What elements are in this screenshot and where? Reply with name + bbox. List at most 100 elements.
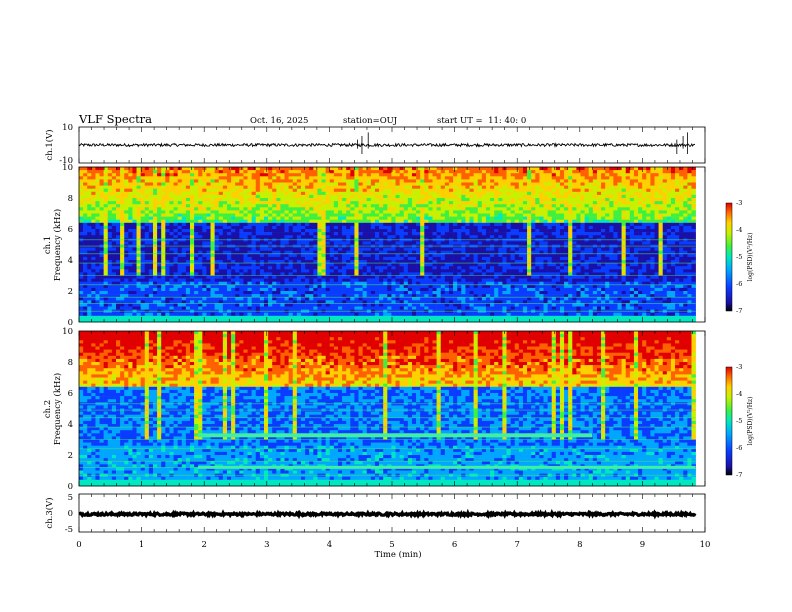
spectrogram-cell <box>231 173 236 177</box>
spectrogram-cell <box>453 300 458 304</box>
spectrogram-cell <box>457 256 462 261</box>
spectrogram-cell <box>218 173 224 177</box>
spectrogram-cell <box>272 232 277 236</box>
spectrogram-cell <box>292 315 298 320</box>
spectrogram-cell <box>116 235 121 239</box>
spectrogram-cell <box>210 250 215 255</box>
spectrogram-cell <box>321 194 326 199</box>
spectrogram-cell <box>432 291 437 295</box>
spectrogram-cell <box>411 207 417 211</box>
spectrogram-cell <box>444 263 450 267</box>
spectrogram-cell <box>218 235 224 239</box>
spectrogram-cell <box>457 235 462 239</box>
spectrogram-cell <box>144 222 150 227</box>
spectrogram-cell <box>428 210 433 214</box>
spectrogram-cell <box>152 170 158 174</box>
spectrogram-cell <box>309 188 314 193</box>
spectrogram-cell <box>247 303 252 307</box>
spectrogram-cell <box>148 291 154 295</box>
spectrogram-cell <box>313 291 318 295</box>
spectrogram-cell <box>272 303 277 307</box>
spectrogram-cell <box>165 312 170 317</box>
spectrogram-cell <box>132 198 137 202</box>
spectrogram-cell <box>407 287 413 292</box>
spectrogram-cell <box>305 167 310 171</box>
spectrogram-cell <box>300 256 306 261</box>
spectrogram-cell <box>485 225 491 230</box>
spectrogram-cell <box>226 294 232 298</box>
spectrogram-cell <box>370 216 376 220</box>
spectrogram-cell <box>362 210 368 214</box>
spectrogram-cell <box>325 315 331 320</box>
spectrogram-cell <box>83 281 88 286</box>
spectrogram-cell <box>428 306 433 310</box>
spectrogram-cell <box>342 201 347 205</box>
spectrogram-cell <box>481 173 487 177</box>
spectrogram-cell <box>202 260 207 264</box>
spectrogram-cell <box>202 297 207 301</box>
spectrogram-cell <box>399 266 405 270</box>
spectrogram-cell <box>194 253 199 258</box>
spectrogram-cell <box>309 173 314 177</box>
spectrogram-cell <box>436 297 442 301</box>
spectrogram-cell <box>440 312 446 317</box>
spectrogram-cell <box>469 266 474 270</box>
spectrogram-cell <box>247 278 252 282</box>
spectrogram-cell <box>387 250 392 255</box>
spectrogram-cell <box>346 263 351 267</box>
spectrogram-cell <box>272 198 277 202</box>
spectrogram-cell <box>362 170 368 174</box>
spectrogram-cell <box>120 260 125 264</box>
spectrogram-cell <box>379 263 384 267</box>
spectrogram-cell <box>473 198 479 202</box>
spectrogram-cell <box>128 241 133 245</box>
spectrogram-cell <box>157 182 162 186</box>
spectrogram-cell <box>165 281 170 286</box>
spectrogram-cell <box>247 170 252 174</box>
spectrogram-cell <box>231 225 236 230</box>
spectrogram-cell <box>313 247 318 251</box>
spectrogram-cell <box>379 278 384 282</box>
spectrogram-cell <box>157 216 162 220</box>
spectrogram-cell <box>350 173 355 177</box>
spectrogram-cell <box>387 281 392 286</box>
spectrogram-cell <box>473 201 479 205</box>
spectrogram-cell <box>333 201 339 205</box>
spectrogram-cell <box>140 207 146 211</box>
spectrogram-cell <box>214 235 220 239</box>
spectrogram-cell <box>87 263 92 267</box>
spectrogram-cell <box>465 315 470 320</box>
spectrogram-cell <box>210 253 215 258</box>
spectrogram-cell <box>485 253 491 258</box>
spectrogram-cell <box>239 278 244 282</box>
spectrogram-cell <box>465 219 470 224</box>
spectrogram-cell <box>284 176 289 180</box>
spectrogram-cell <box>222 312 228 317</box>
spectrogram-cell <box>268 315 273 320</box>
spectrogram-cell <box>342 176 347 180</box>
spectrogram-cell <box>477 213 483 217</box>
spectrogram-cell <box>181 263 187 267</box>
spectrogram-cell <box>111 266 117 270</box>
spectrogram-cell <box>243 191 248 196</box>
spectrogram-cell <box>416 167 421 171</box>
spectrogram-cell <box>280 176 285 180</box>
spectrogram-cell <box>465 250 470 255</box>
spectrogram-cell <box>120 284 125 289</box>
spectrogram-cell <box>387 204 392 208</box>
spectrogram-cell <box>366 207 372 211</box>
spectrogram-cell <box>222 256 228 261</box>
spectrogram-cell <box>477 287 483 292</box>
spectrogram-cell <box>485 173 491 177</box>
spectrogram-cell <box>148 179 154 183</box>
spectrogram-cell <box>206 284 211 289</box>
spectrogram-cell <box>477 232 483 236</box>
spectrogram-cell <box>239 235 244 239</box>
spectrogram-cell <box>358 269 363 273</box>
spectrogram-cell <box>103 318 109 323</box>
spectrogram-cell <box>305 318 310 323</box>
spectrogram-cell <box>83 191 88 196</box>
spectrogram-cell <box>280 281 285 286</box>
spectrogram-cell <box>465 182 470 186</box>
spectrogram-cell <box>379 272 384 276</box>
